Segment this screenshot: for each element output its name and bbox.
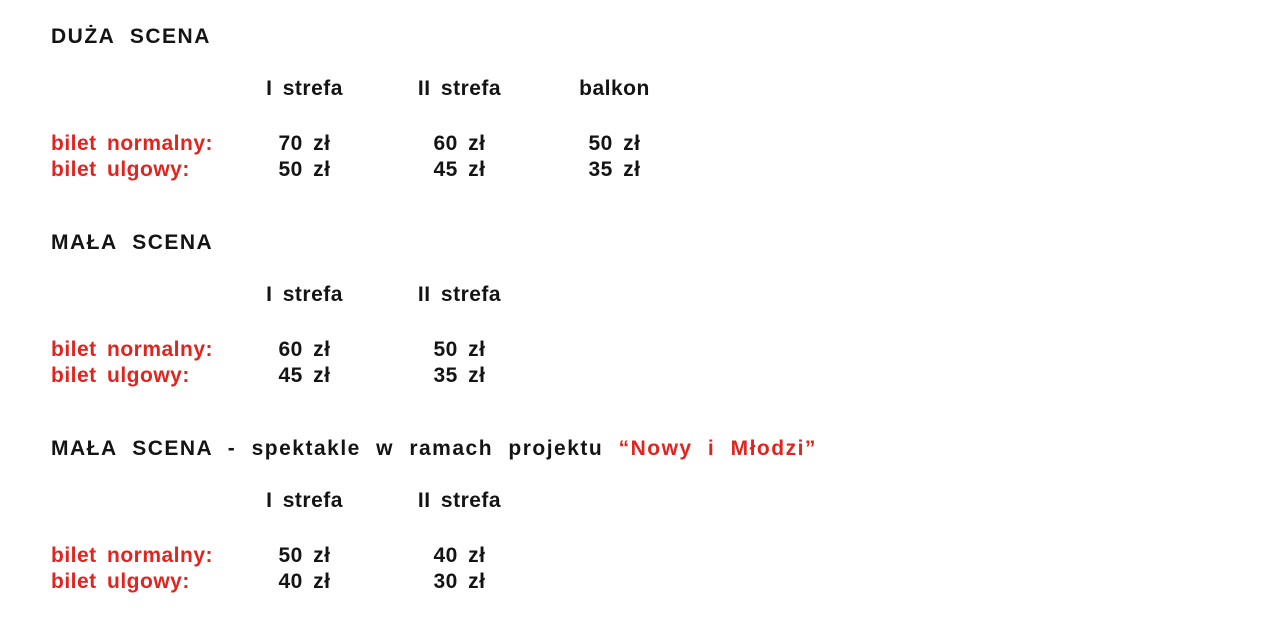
section-mala-scena-nowy-i-mlodzi: MAŁA SCENA - spektakle w ramach projektu… — [51, 437, 1280, 595]
section-title-text: DUŻA SCENA — [51, 25, 211, 48]
price-cell: 50 zł — [278, 544, 331, 567]
column-header-i-strefa: I strefa — [266, 489, 343, 512]
price-cell: 60 zł — [278, 338, 331, 361]
price-cell: 40 zł — [278, 570, 331, 593]
column-header-row: I strefa II strefa balkon — [51, 77, 1280, 100]
price-rows: bilet normalny: 50 zł 40 zł bilet ulgowy… — [51, 543, 1280, 595]
price-cell: 50 zł — [588, 132, 641, 155]
price-cell: 45 zł — [433, 158, 486, 181]
price-cell: 40 zł — [433, 544, 486, 567]
price-cell: 60 zł — [433, 132, 486, 155]
section-mala-scena: MAŁA SCENA I strefa II strefa bilet norm… — [51, 231, 1280, 389]
price-rows: bilet normalny: 70 zł 60 zł 50 zł bilet … — [51, 131, 1280, 183]
column-header-i-strefa: I strefa — [266, 283, 343, 306]
section-duza-scena: DUŻA SCENA I strefa II strefa balkon bil… — [51, 25, 1280, 183]
section-title-text: MAŁA SCENA — [51, 231, 214, 254]
price-cell: 45 zł — [278, 364, 331, 387]
section-title: MAŁA SCENA — [51, 231, 1280, 254]
price-cell: 35 zł — [588, 158, 641, 181]
row-label-bilet-normalny: bilet normalny: — [51, 132, 214, 155]
row-label-bilet-ulgowy: bilet ulgowy: — [51, 570, 190, 593]
table-row-bilet-ulgowy: bilet ulgowy: 40 zł 30 zł — [51, 569, 1280, 595]
section-title: MAŁA SCENA - spektakle w ramach projektu… — [51, 437, 1280, 460]
column-header-i-strefa: I strefa — [266, 77, 343, 100]
column-header-row: I strefa II strefa — [51, 283, 1280, 306]
price-rows: bilet normalny: 60 zł 50 zł bilet ulgowy… — [51, 337, 1280, 389]
row-label-bilet-ulgowy: bilet ulgowy: — [51, 158, 190, 181]
column-header-ii-strefa: II strefa — [417, 489, 502, 512]
table-row-bilet-ulgowy: bilet ulgowy: 50 zł 45 zł 35 zł — [51, 157, 1280, 183]
row-label-bilet-normalny: bilet normalny: — [51, 338, 214, 361]
column-header-row: I strefa II strefa — [51, 489, 1280, 512]
table-row-bilet-normalny: bilet normalny: 60 zł 50 zł — [51, 337, 1280, 363]
table-row-bilet-normalny: bilet normalny: 50 zł 40 zł — [51, 543, 1280, 569]
section-title-text: MAŁA SCENA - spektakle w ramach projektu — [51, 437, 604, 460]
price-cell: 70 zł — [278, 132, 331, 155]
price-cell: 50 zł — [433, 338, 486, 361]
row-label-bilet-ulgowy: bilet ulgowy: — [51, 364, 190, 387]
section-title-highlight: “Nowy i Młodzi” — [618, 437, 817, 460]
table-row-bilet-normalny: bilet normalny: 70 zł 60 zł 50 zł — [51, 131, 1280, 157]
section-title: DUŻA SCENA — [51, 25, 1280, 48]
row-label-bilet-normalny: bilet normalny: — [51, 544, 214, 567]
column-header-ii-strefa: II strefa — [417, 283, 502, 306]
price-cell: 35 zł — [433, 364, 486, 387]
table-row-bilet-ulgowy: bilet ulgowy: 45 zł 35 zł — [51, 363, 1280, 389]
price-cell: 30 zł — [433, 570, 486, 593]
column-header-ii-strefa: II strefa — [417, 77, 502, 100]
column-header-balkon: balkon — [579, 77, 650, 100]
price-cell: 50 zł — [278, 158, 331, 181]
